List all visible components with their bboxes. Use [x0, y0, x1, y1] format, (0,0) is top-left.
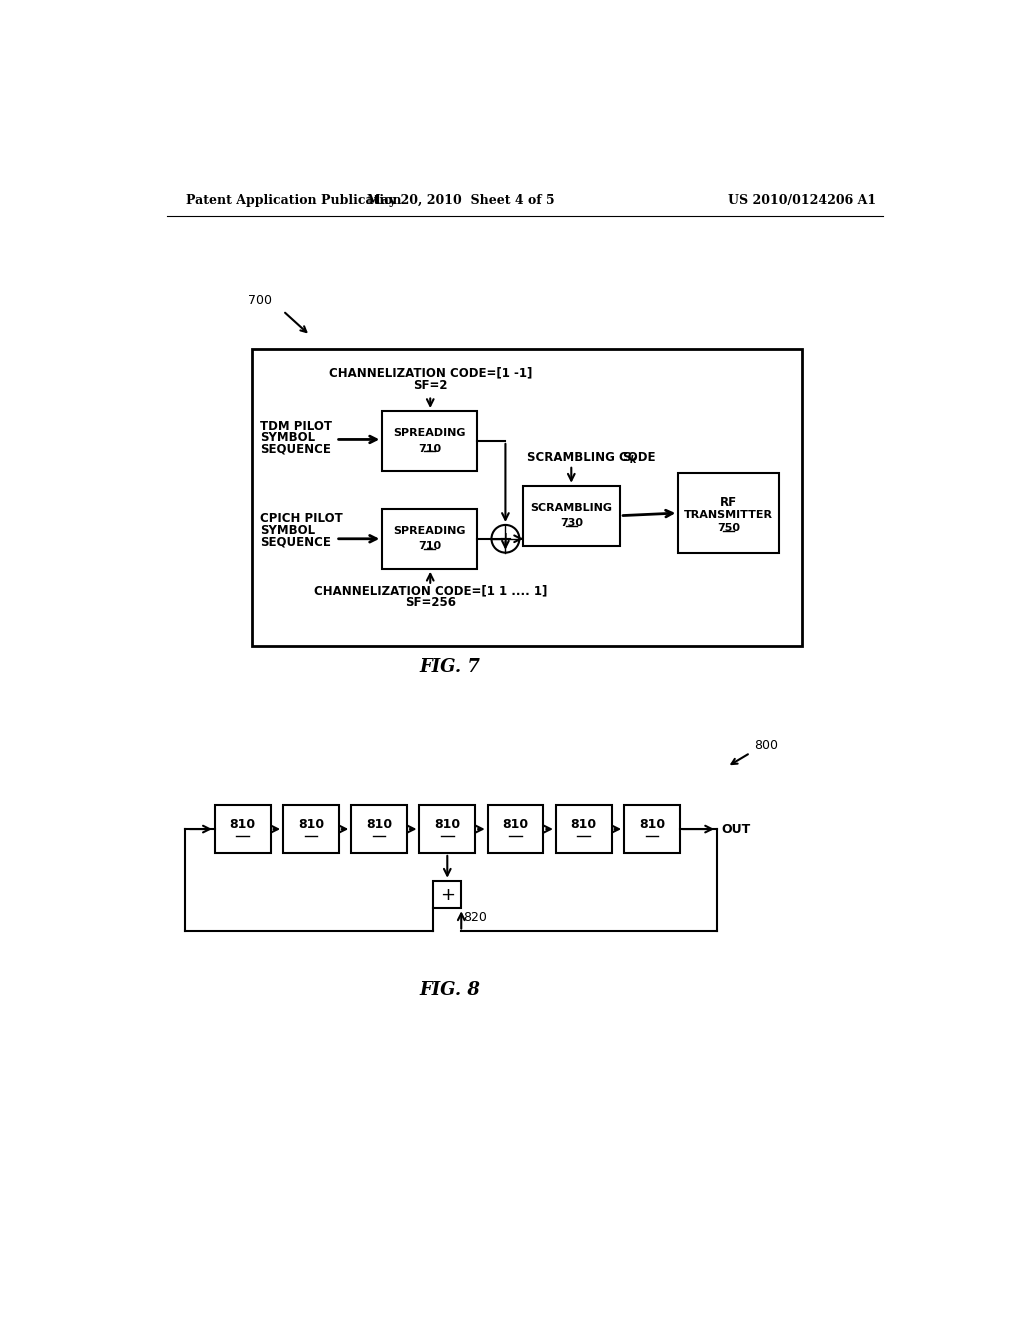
Text: 710: 710 — [418, 444, 441, 454]
Text: S: S — [623, 450, 631, 463]
Text: FIG. 8: FIG. 8 — [419, 981, 480, 999]
Text: SF=2: SF=2 — [413, 379, 447, 392]
Text: 710: 710 — [418, 541, 441, 552]
Text: TRANSMITTER: TRANSMITTER — [684, 511, 773, 520]
Text: TDM PILOT: TDM PILOT — [260, 420, 332, 433]
Text: RF: RF — [720, 496, 737, 508]
Text: 730: 730 — [560, 519, 584, 528]
Text: SPREADING: SPREADING — [393, 527, 466, 536]
Text: CPICH PILOT: CPICH PILOT — [260, 512, 342, 525]
Bar — [252, 350, 802, 645]
Text: Patent Application Publication: Patent Application Publication — [186, 194, 401, 207]
Text: SEQUENCE: SEQUENCE — [260, 444, 331, 455]
Text: SYMBOL: SYMBOL — [260, 432, 314, 445]
Bar — [215, 805, 270, 853]
Bar — [420, 805, 475, 853]
Bar — [283, 805, 339, 853]
Text: 700: 700 — [248, 294, 272, 308]
Text: SCRAMBLING CODE: SCRAMBLING CODE — [527, 450, 659, 463]
Text: 810: 810 — [298, 818, 324, 832]
Text: OUT: OUT — [721, 822, 751, 836]
Text: +: + — [439, 886, 455, 903]
Text: 810: 810 — [229, 818, 256, 832]
Bar — [523, 486, 621, 545]
Bar — [382, 411, 477, 471]
Text: US 2010/0124206 A1: US 2010/0124206 A1 — [728, 194, 877, 207]
Text: 820: 820 — [464, 911, 487, 924]
Bar — [487, 805, 544, 853]
Text: FIG. 7: FIG. 7 — [419, 657, 480, 676]
Text: SEQUENCE: SEQUENCE — [260, 536, 331, 548]
Text: 810: 810 — [366, 818, 392, 832]
Text: 810: 810 — [570, 818, 597, 832]
Text: 810: 810 — [503, 818, 528, 832]
Text: SCRAMBLING: SCRAMBLING — [530, 503, 612, 513]
Text: k: k — [630, 455, 637, 465]
Text: SF=256: SF=256 — [404, 597, 456, 610]
Text: CHANNELIZATION CODE=[1 -1]: CHANNELIZATION CODE=[1 -1] — [329, 366, 531, 379]
Text: CHANNELIZATION CODE=[1 1 .... 1]: CHANNELIZATION CODE=[1 1 .... 1] — [313, 585, 547, 598]
Text: 810: 810 — [639, 818, 665, 832]
Text: 800: 800 — [755, 739, 778, 751]
Bar — [382, 508, 477, 569]
Bar — [351, 805, 407, 853]
Bar — [433, 880, 461, 908]
Bar — [678, 473, 779, 553]
Bar — [556, 805, 611, 853]
Bar — [624, 805, 680, 853]
Text: +: + — [499, 529, 512, 548]
Text: 750: 750 — [717, 524, 740, 533]
Text: May 20, 2010  Sheet 4 of 5: May 20, 2010 Sheet 4 of 5 — [368, 194, 555, 207]
Text: 810: 810 — [434, 818, 461, 832]
Text: SYMBOL: SYMBOL — [260, 524, 314, 537]
Text: SPREADING: SPREADING — [393, 428, 466, 438]
